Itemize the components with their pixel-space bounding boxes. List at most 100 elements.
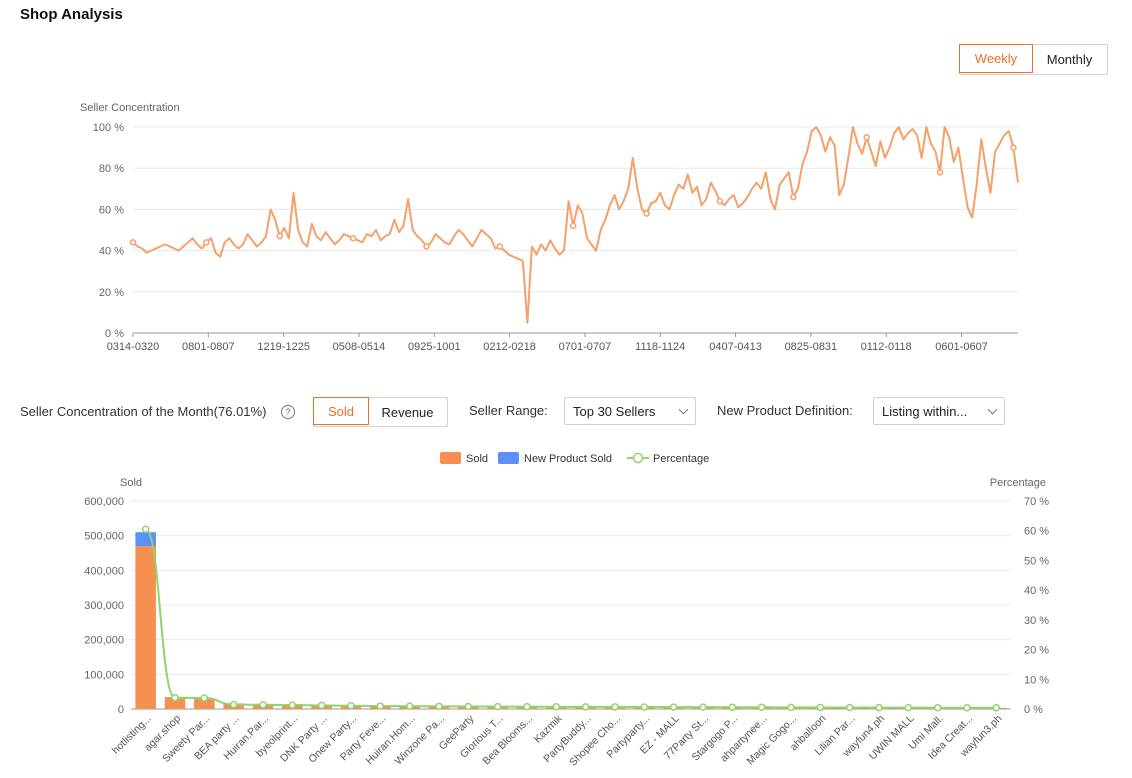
x-tick-label: 0925-1001 bbox=[408, 341, 461, 353]
percentage-point[interactable] bbox=[259, 701, 267, 709]
line-chart-y-axis-label: Seller Concentration bbox=[80, 102, 180, 114]
chart-legend[interactable]: Sold New Product Sold Percentage bbox=[440, 452, 709, 465]
percentage-point[interactable] bbox=[904, 703, 913, 712]
percentage-point[interactable] bbox=[376, 702, 385, 710]
data-point[interactable] bbox=[863, 134, 870, 141]
legend-label[interactable]: New Product Sold bbox=[524, 453, 612, 465]
legend-label[interactable]: Sold bbox=[466, 453, 488, 465]
percentage-point[interactable] bbox=[728, 703, 737, 711]
data-point[interactable] bbox=[276, 232, 283, 240]
bar-chart-right-axis-label: Percentage bbox=[990, 477, 1046, 489]
x-tick-label: 0825-0831 bbox=[785, 341, 838, 353]
percentage-point[interactable] bbox=[875, 703, 883, 712]
data-point[interactable] bbox=[1010, 144, 1017, 151]
percentage-point[interactable] bbox=[347, 701, 355, 710]
percentage-point[interactable] bbox=[405, 702, 414, 710]
percentage-point[interactable] bbox=[581, 703, 590, 711]
data-point[interactable] bbox=[129, 239, 137, 246]
percentage-point[interactable] bbox=[640, 703, 649, 711]
left-y-tick-label: 500,000 bbox=[84, 531, 124, 543]
data-point[interactable] bbox=[569, 222, 577, 230]
seller-range-select[interactable]: Top 30 Sellers bbox=[564, 397, 696, 425]
left-y-tick-label: 0 bbox=[118, 704, 124, 716]
percentage-point[interactable] bbox=[317, 701, 326, 710]
percentage-point[interactable] bbox=[523, 702, 531, 711]
right-y-tick-label: 10 % bbox=[1024, 674, 1049, 686]
data-point[interactable] bbox=[936, 169, 944, 176]
x-tick-label: 0212-0218 bbox=[483, 341, 536, 353]
month-concentration-label: Seller Concentration of the Month(76.01%… bbox=[20, 404, 267, 419]
y-tick-label: 0 % bbox=[105, 328, 124, 340]
left-y-tick-label: 300,000 bbox=[84, 600, 124, 612]
chevron-down-icon bbox=[678, 404, 689, 415]
percentage-point[interactable] bbox=[493, 702, 502, 711]
seller-sold-chart: Sold New Product Sold Percentage Sold Perc… bbox=[84, 452, 1049, 769]
percentage-point[interactable] bbox=[933, 703, 942, 712]
percentage-point[interactable] bbox=[963, 704, 971, 712]
percentage-point[interactable] bbox=[845, 703, 854, 712]
x-tick-label: 1219-1225 bbox=[257, 341, 310, 353]
data-point[interactable] bbox=[643, 210, 650, 217]
percentage-point[interactable] bbox=[816, 703, 825, 712]
chevron-down-icon bbox=[987, 404, 998, 415]
right-y-tick-label: 30 % bbox=[1024, 615, 1049, 627]
percentage-point[interactable] bbox=[552, 703, 561, 711]
new-product-definition-select[interactable]: Listing within... bbox=[873, 397, 1005, 425]
right-y-tick-label: 70 % bbox=[1024, 496, 1049, 508]
y-tick-label: 20 % bbox=[99, 287, 124, 299]
help-icon[interactable]: ? bbox=[281, 405, 295, 419]
sold-bar[interactable] bbox=[194, 699, 215, 709]
page-title: Shop Analysis bbox=[20, 6, 123, 23]
y-tick-label: 40 % bbox=[99, 246, 124, 258]
weekly-button[interactable]: Weekly bbox=[959, 44, 1033, 73]
left-y-tick-label: 400,000 bbox=[84, 565, 124, 577]
data-point[interactable] bbox=[496, 243, 504, 250]
left-y-tick-label: 600,000 bbox=[84, 496, 124, 508]
percentage-point[interactable] bbox=[435, 702, 443, 711]
metric-toggle: Sold Revenue bbox=[313, 397, 448, 427]
percentage-point[interactable] bbox=[229, 700, 238, 709]
percentage-point[interactable] bbox=[611, 703, 619, 711]
percentage-point[interactable] bbox=[787, 703, 795, 712]
data-point[interactable] bbox=[349, 234, 357, 242]
percentage-line bbox=[144, 528, 997, 709]
percentage-point[interactable] bbox=[288, 701, 297, 709]
percentage-point[interactable] bbox=[464, 702, 473, 711]
monthly-button[interactable]: Monthly bbox=[1046, 52, 1093, 67]
legend-swatch bbox=[498, 452, 519, 464]
percentage-point[interactable] bbox=[992, 704, 1001, 712]
right-y-tick-label: 60 % bbox=[1024, 526, 1049, 538]
y-tick-label: 80 % bbox=[99, 163, 124, 175]
x-tick-label: 0407-0413 bbox=[709, 341, 762, 353]
x-tick-label: 1118-1124 bbox=[635, 341, 685, 353]
new-product-definition-label: New Product Definition: bbox=[717, 403, 853, 418]
left-y-tick-label: 200,000 bbox=[84, 635, 124, 647]
x-tick-label: 0801-0807 bbox=[182, 341, 235, 353]
sold-bar[interactable] bbox=[135, 546, 156, 709]
data-point[interactable] bbox=[423, 243, 430, 250]
percentage-point[interactable] bbox=[171, 693, 179, 702]
percentage-point[interactable] bbox=[757, 703, 766, 712]
seller-concentration-chart: Seller Concentration 0 % 20 % 40 % 60 % 80 %… bbox=[80, 102, 1019, 353]
data-point[interactable] bbox=[716, 197, 724, 205]
sold-button[interactable]: Sold bbox=[313, 397, 369, 425]
left-y-tick-label: 100,000 bbox=[84, 669, 124, 681]
sold-bar[interactable] bbox=[164, 697, 186, 709]
right-y-tick-label: 40 % bbox=[1024, 585, 1049, 597]
percentage-point[interactable] bbox=[669, 703, 678, 711]
right-y-tick-label: 20 % bbox=[1024, 645, 1049, 657]
seller-range-value: Top 30 Sellers bbox=[573, 403, 656, 419]
data-point[interactable] bbox=[790, 193, 797, 201]
percentage-point[interactable] bbox=[699, 703, 707, 711]
data-point[interactable] bbox=[203, 239, 210, 246]
bar-chart-left-axis-label: Sold bbox=[120, 477, 142, 489]
legend-label[interactable]: Percentage bbox=[653, 453, 709, 465]
revenue-button[interactable]: Revenue bbox=[381, 404, 434, 420]
percentage-point[interactable] bbox=[141, 525, 150, 533]
x-tick-label: 0601-0607 bbox=[935, 341, 988, 353]
legend-swatch bbox=[440, 452, 461, 464]
legend-swatch bbox=[632, 452, 644, 464]
new-product-definition-value: Listing within... bbox=[882, 403, 968, 419]
percentage-point[interactable] bbox=[200, 694, 209, 702]
right-y-tick-label: 0 % bbox=[1024, 704, 1043, 716]
